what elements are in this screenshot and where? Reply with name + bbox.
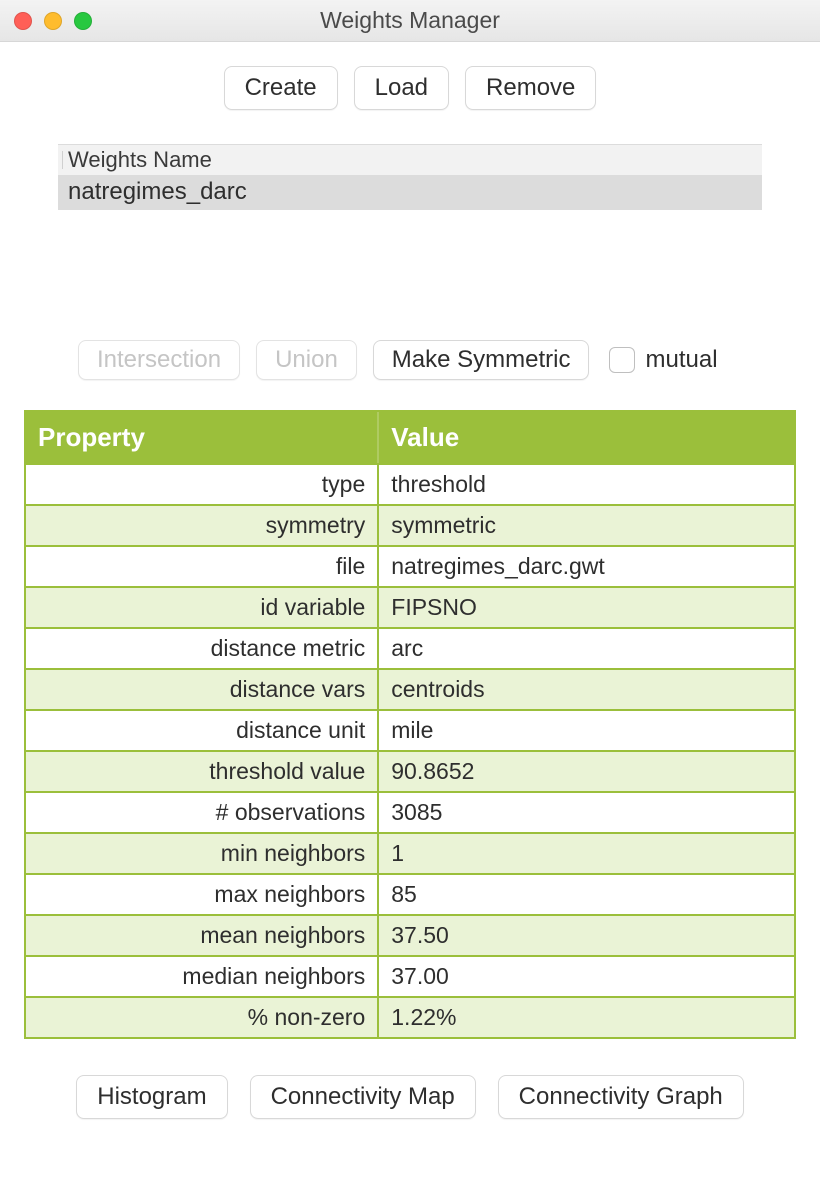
property-table: Property Value typethresholdsymmetrysymm… [24, 410, 796, 1039]
value-cell: threshold [379, 465, 794, 504]
property-row[interactable]: filenatregimes_darc.gwt [26, 545, 794, 586]
property-cell: % non-zero [26, 998, 379, 1037]
weights-list-header[interactable]: Weights Name [58, 144, 762, 176]
property-row[interactable]: # observations3085 [26, 791, 794, 832]
weights-list-row[interactable]: natregimes_darc [58, 176, 762, 210]
maximize-icon[interactable] [74, 12, 92, 30]
value-cell: 90.8652 [379, 752, 794, 791]
top-toolbar: Create Load Remove [0, 66, 820, 110]
mutual-checkbox[interactable] [609, 347, 635, 373]
histogram-button[interactable]: Histogram [76, 1075, 227, 1119]
property-row[interactable]: mean neighbors37.50 [26, 914, 794, 955]
connectivity-map-button[interactable]: Connectivity Map [250, 1075, 476, 1119]
window-controls [14, 12, 92, 30]
value-cell: 1 [379, 834, 794, 873]
property-row[interactable]: distance unitmile [26, 709, 794, 750]
load-button[interactable]: Load [354, 66, 449, 110]
property-cell: min neighbors [26, 834, 379, 873]
union-button: Union [256, 340, 357, 380]
close-icon[interactable] [14, 12, 32, 30]
property-row[interactable]: % non-zero1.22% [26, 996, 794, 1037]
value-cell: mile [379, 711, 794, 750]
window-title: Weights Manager [0, 7, 820, 34]
property-row[interactable]: distance varscentroids [26, 668, 794, 709]
bottom-toolbar: Histogram Connectivity Map Connectivity … [0, 1075, 820, 1119]
value-cell: 85 [379, 875, 794, 914]
property-cell: distance vars [26, 670, 379, 709]
value-cell: arc [379, 629, 794, 668]
property-cell: # observations [26, 793, 379, 832]
value-cell: 3085 [379, 793, 794, 832]
property-cell: mean neighbors [26, 916, 379, 955]
value-cell: 1.22% [379, 998, 794, 1037]
minimize-icon[interactable] [44, 12, 62, 30]
value-cell: 37.50 [379, 916, 794, 955]
create-button[interactable]: Create [224, 66, 338, 110]
property-row[interactable]: max neighbors85 [26, 873, 794, 914]
value-cell: natregimes_darc.gwt [379, 547, 794, 586]
property-cell: distance unit [26, 711, 379, 750]
weights-list: Weights Name natregimes_darc [58, 144, 762, 210]
ops-row: Intersection Union Make Symmetric mutual [78, 340, 820, 380]
property-cell: threshold value [26, 752, 379, 791]
value-cell: FIPSNO [379, 588, 794, 627]
property-cell: median neighbors [26, 957, 379, 996]
make-symmetric-button[interactable]: Make Symmetric [373, 340, 590, 380]
remove-button[interactable]: Remove [465, 66, 596, 110]
property-cell: distance metric [26, 629, 379, 668]
value-cell: 37.00 [379, 957, 794, 996]
property-cell: id variable [26, 588, 379, 627]
mutual-label: mutual [645, 346, 717, 374]
property-row[interactable]: threshold value90.8652 [26, 750, 794, 791]
property-cell: type [26, 465, 379, 504]
property-row[interactable]: min neighbors1 [26, 832, 794, 873]
value-cell: centroids [379, 670, 794, 709]
property-row[interactable]: distance metricarc [26, 627, 794, 668]
intersection-button: Intersection [78, 340, 240, 380]
property-cell: file [26, 547, 379, 586]
property-row[interactable]: id variableFIPSNO [26, 586, 794, 627]
property-row[interactable]: typethreshold [26, 463, 794, 504]
property-table-header: Property Value [26, 412, 794, 463]
property-row[interactable]: symmetrysymmetric [26, 504, 794, 545]
property-row[interactable]: median neighbors37.00 [26, 955, 794, 996]
property-cell: max neighbors [26, 875, 379, 914]
mutual-group: mutual [609, 346, 717, 374]
property-cell: symmetry [26, 506, 379, 545]
connectivity-graph-button[interactable]: Connectivity Graph [498, 1075, 744, 1119]
column-header-property: Property [26, 412, 379, 463]
value-cell: symmetric [379, 506, 794, 545]
titlebar: Weights Manager [0, 0, 820, 42]
column-header-value: Value [379, 412, 794, 463]
